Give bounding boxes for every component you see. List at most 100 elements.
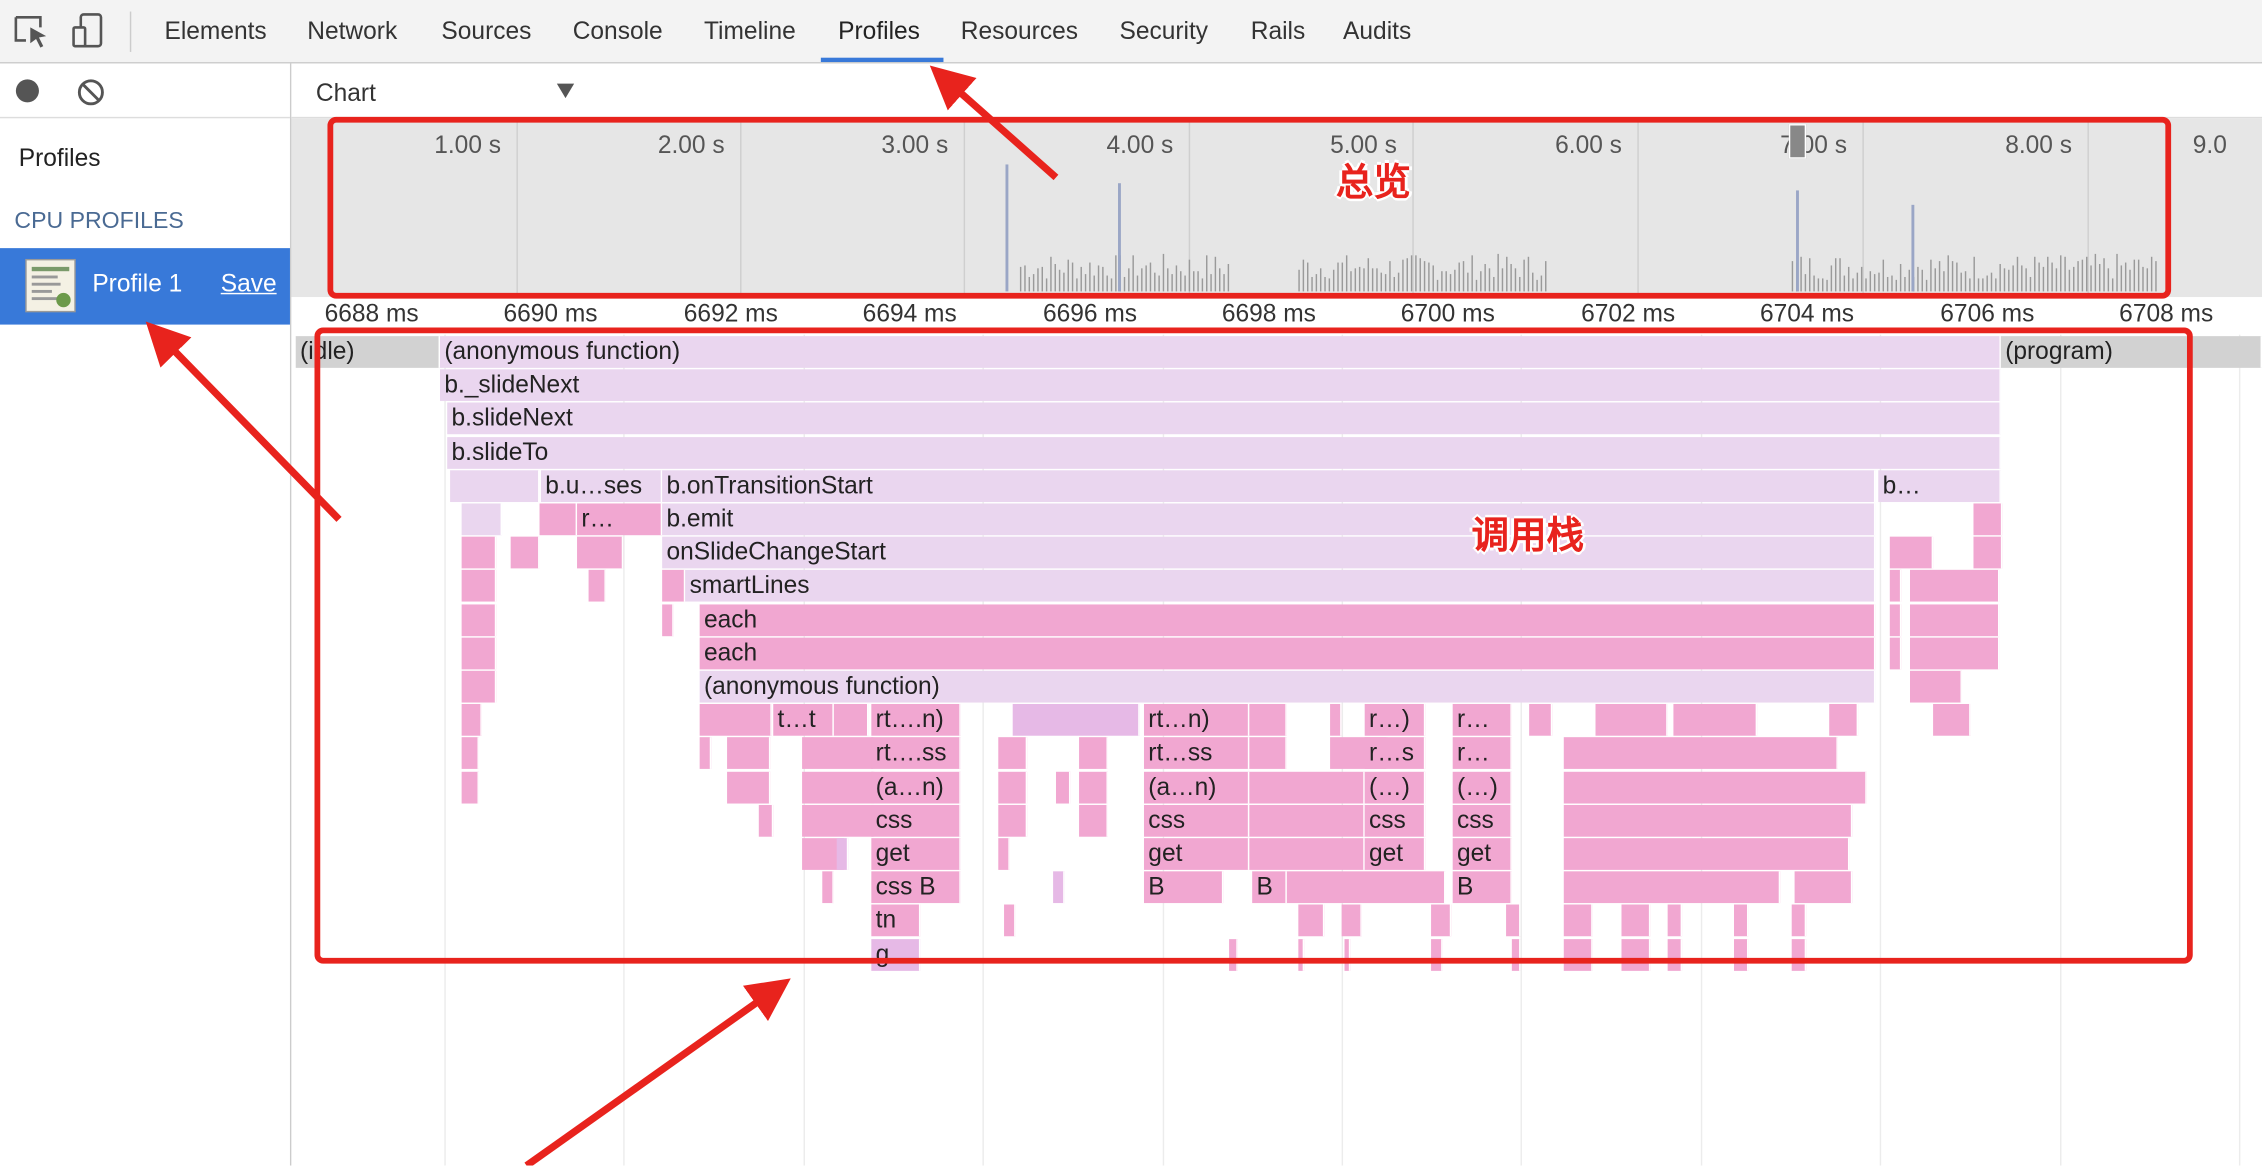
flame-frame[interactable]: (a…n) <box>1143 771 1250 803</box>
section-header: CPU PROFILES <box>14 209 184 234</box>
flame-frame[interactable]: css <box>1452 804 1512 837</box>
flame-frame[interactable]: each <box>699 637 1876 670</box>
flame-frame[interactable]: get <box>1364 838 1426 870</box>
activity-bar <box>1441 271 1443 292</box>
flame-frame <box>998 771 1028 803</box>
flame-frame[interactable]: css <box>1364 804 1426 837</box>
activity-bar <box>1804 273 1807 292</box>
activity-bar <box>1964 270 1967 292</box>
flame-frame[interactable]: rt….ss <box>871 737 961 770</box>
activity-bar <box>1852 278 1854 292</box>
flame-frame[interactable]: (…) <box>1452 771 1512 803</box>
activity-bar <box>1432 265 1434 292</box>
profile-item[interactable]: Profile 1 Save <box>0 248 290 325</box>
flame-frame[interactable]: b.slideTo <box>447 436 2001 469</box>
flame-frame[interactable]: r…) <box>1364 704 1426 736</box>
flame-frame[interactable]: rt…n) <box>1143 704 1250 736</box>
activity-bar <box>1180 271 1182 292</box>
activity-bar <box>1860 267 1863 292</box>
activity-bar <box>1145 265 1147 292</box>
flame-grid-line <box>982 334 984 1166</box>
activity-bar <box>1938 260 1941 292</box>
activity-bar <box>1328 278 1331 292</box>
flame-frame[interactable]: each <box>699 603 1876 636</box>
activity-bar <box>1921 269 1923 292</box>
flame-frame[interactable]: b.slideNext <box>447 403 2001 435</box>
tab[interactable]: Profiles <box>838 17 920 45</box>
flame-frame[interactable]: (…) <box>1364 771 1426 803</box>
flame-frame[interactable]: onSlideChangeStart <box>662 536 1876 569</box>
activity-bar <box>1527 256 1530 292</box>
flame-frame <box>1249 804 1365 837</box>
tab[interactable]: Elements <box>164 17 267 45</box>
tab[interactable]: Network <box>307 17 398 45</box>
flame-frame[interactable]: b.u…ses <box>540 469 663 502</box>
flame-frame[interactable]: (program) <box>2000 336 2262 368</box>
flame-frame[interactable]: (anonymous function) <box>699 670 1876 703</box>
view-select[interactable]: Chart <box>315 79 376 107</box>
flame-frame[interactable]: B <box>1252 871 1287 904</box>
flame-frame[interactable]: t…t <box>773 704 834 736</box>
arrow <box>145 321 342 522</box>
flame-frame[interactable]: css <box>871 804 961 837</box>
flame-frame[interactable]: get <box>871 838 961 870</box>
ruler-tick-label: 6688 ms <box>324 300 419 328</box>
activity-bar <box>1162 254 1165 292</box>
activity-bar <box>1063 272 1065 292</box>
flame-frame[interactable]: get <box>1143 838 1250 870</box>
tab[interactable]: Sources <box>441 17 532 45</box>
flame-frame[interactable]: rt…ss <box>1143 737 1250 770</box>
activity-bar <box>1045 277 1048 292</box>
activity-bar <box>1188 259 1191 292</box>
flame-frame[interactable]: smartLines <box>685 570 1876 603</box>
flame-frame <box>1344 938 1351 971</box>
flame-frame <box>1933 704 1971 736</box>
flame-frame[interactable]: b.emit <box>662 503 1876 536</box>
overview-grid-line <box>1862 118 1864 298</box>
flame-frame <box>727 737 771 770</box>
flame-frame[interactable]: r…s <box>1364 737 1426 770</box>
tab[interactable]: Timeline <box>703 17 796 45</box>
flame-frame[interactable]: r… <box>1452 704 1512 736</box>
tab[interactable]: Console <box>572 17 663 45</box>
toolbar-icons[interactable] <box>12 12 113 52</box>
flame-frame[interactable]: B <box>1452 871 1512 904</box>
flame-frame[interactable]: rt….n) <box>871 704 961 736</box>
flame-frame <box>1563 938 1593 971</box>
activity-bar <box>1843 276 1846 292</box>
flame-frame[interactable]: b… <box>1878 469 2001 502</box>
flame-frame[interactable]: (anonymous function) <box>439 336 2001 368</box>
activity-bar <box>2038 262 2040 292</box>
activity-bar <box>1319 268 1322 292</box>
annotation-label: 总览 <box>1335 160 1411 204</box>
flame-frame[interactable]: r… <box>577 503 663 536</box>
flame-frame[interactable]: css B <box>871 871 961 904</box>
activity-bar <box>1315 274 1318 292</box>
tab[interactable]: Rails <box>1250 17 1306 45</box>
activity-bar <box>1488 268 1491 292</box>
flame-frame[interactable]: get <box>1452 838 1512 870</box>
flame-frame[interactable]: B <box>1143 871 1224 904</box>
activity-bar <box>1445 270 1447 292</box>
flame-frame[interactable]: b._slideNext <box>439 369 2001 402</box>
flame-frame[interactable]: css <box>1143 804 1250 837</box>
tab[interactable]: Security <box>1119 17 1209 45</box>
activity-bar <box>1363 268 1365 292</box>
flame-frame[interactable]: r… <box>1452 737 1512 770</box>
activity-spike <box>1911 204 1915 292</box>
overview-grid-line <box>963 118 966 298</box>
tab[interactable]: Resources <box>960 17 1079 45</box>
flame-frame <box>1829 704 1859 736</box>
tab[interactable]: Audits <box>1343 17 1412 45</box>
flame-frame[interactable]: tn <box>871 905 921 937</box>
overview-tick-label: 4.00 s <box>1106 131 1174 159</box>
activity-bar <box>1324 277 1326 292</box>
flame-frame[interactable]: (a…n) <box>871 771 961 803</box>
save-link[interactable]: Save <box>220 269 277 298</box>
activity-bar <box>1024 265 1026 292</box>
record-controls[interactable] <box>12 75 113 110</box>
activity-bar <box>1050 257 1052 292</box>
flame-frame[interactable]: b.onTransitionStart <box>662 469 1876 502</box>
flame-frame <box>461 670 497 703</box>
flame-frame <box>802 737 875 770</box>
